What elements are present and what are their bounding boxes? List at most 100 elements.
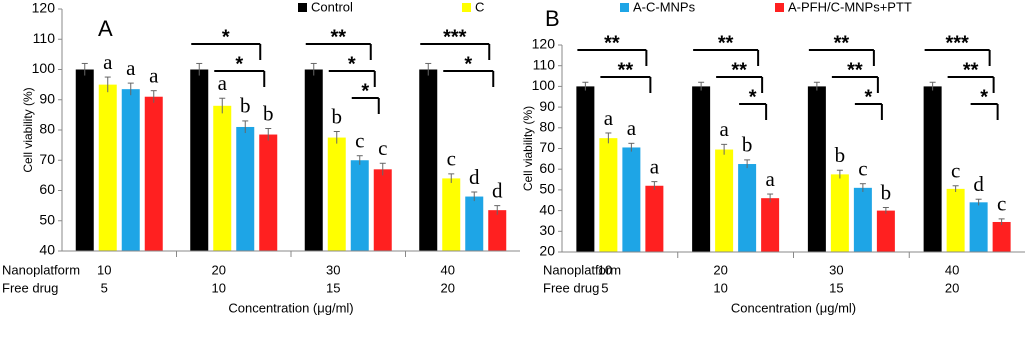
bar [761,198,780,252]
x-tick-label: 5 [101,280,108,295]
significance-star: * [361,80,369,102]
significance-star: ** [618,59,634,81]
bar [876,210,895,252]
row-label: Nanoplatform [2,262,80,277]
bar [236,126,255,251]
bar [442,178,461,251]
y-tick-label: 60 [539,160,555,176]
x-tick-label: 15 [326,280,340,295]
x-tick-label: 30 [829,262,843,277]
significance-star: ** [718,32,734,54]
bar [969,202,988,252]
bar [830,174,849,252]
significance-star: *** [945,32,969,54]
bar [715,149,734,252]
row-label: Free drug [543,280,599,295]
bar [304,69,323,251]
significance-letter: a [627,116,637,140]
y-tick-label: 110 [533,56,556,72]
bar [488,210,507,251]
significance-star: * [348,53,356,75]
bar [992,221,1011,252]
row-label: Free drug [2,280,58,295]
x-tick-label: 40 [441,262,455,277]
y-tick-label: 80 [39,121,55,137]
significance-star: * [749,86,757,108]
x-tick-label: 10 [212,280,226,295]
significance-letter: a [126,56,136,80]
significance-star: ** [330,26,346,48]
significance-letter: c [378,136,387,160]
significance-letter: b [240,94,251,118]
y-axis-label: Cell viability (%) [521,106,535,191]
significance-letter: a [218,71,228,95]
legend-label: Control [311,0,353,14]
y-tick-label: 100 [32,60,56,76]
x-axis-label: Concentration (μg/ml) [228,300,353,315]
x-tick-label: 20 [441,280,455,295]
significance-letter: a [604,106,614,130]
bar [327,137,346,251]
significance-letter: c [355,129,364,153]
legend-swatch [298,3,307,12]
y-tick-label: 120 [32,0,56,16]
y-axis-label: Cell viability (%) [21,87,35,172]
row-label: Nanoplatform [543,262,621,277]
bar [853,187,872,252]
significance-letter: a [719,117,729,141]
panel-label: B [545,6,560,31]
bar [946,188,965,252]
y-tick-label: 60 [39,181,55,197]
significance-letter: a [650,154,660,178]
significance-star: ** [847,59,863,81]
bar [622,147,641,252]
bar [419,69,438,251]
y-tick-label: 50 [539,181,555,197]
significance-star: * [235,53,243,75]
legend-swatch [775,3,784,12]
significance-star: * [864,86,872,108]
significance-letter: b [881,180,892,204]
legend-label: A-C-MNPs [633,0,696,14]
significance-star: ** [834,32,850,54]
y-tick-label: 20 [539,243,555,259]
legend-label: A-PFH/C-MNPs+PTT [788,0,912,14]
x-tick-label: 15 [829,280,843,295]
significance-letter: c [951,159,960,183]
bar [373,169,392,251]
x-tick-label: 30 [326,262,340,277]
x-tick-label: 5 [601,280,608,295]
bar [350,160,369,251]
y-tick-label: 80 [539,119,555,135]
legend-swatch [620,3,629,12]
significance-letter: b [332,104,343,128]
y-tick-label: 90 [39,90,55,106]
x-tick-label: 10 [598,262,612,277]
x-tick-label: 10 [97,262,111,277]
significance-letter: d [492,178,503,202]
y-tick-label: 90 [539,98,555,114]
significance-star: * [222,26,230,48]
significance-star: * [980,86,988,108]
x-tick-label: 40 [945,262,959,277]
y-tick-label: 100 [532,77,556,93]
legend-swatch [462,3,471,12]
bar [807,86,826,253]
y-tick-label: 70 [39,151,55,167]
panel-label: A [98,16,113,41]
y-tick-label: 40 [39,242,55,258]
significance-star: * [464,53,472,75]
significance-star: ** [963,59,979,81]
bar [144,96,163,251]
bar [213,105,232,251]
x-tick-label: 10 [713,280,727,295]
bar [121,89,140,251]
significance-letter: d [469,165,480,189]
significance-letter: b [263,101,274,125]
significance-letter: b [835,143,846,167]
significance-star: *** [443,26,467,48]
significance-star: ** [731,59,747,81]
bar [738,164,757,252]
significance-letter: a [765,167,775,191]
x-tick-label: 20 [212,262,226,277]
